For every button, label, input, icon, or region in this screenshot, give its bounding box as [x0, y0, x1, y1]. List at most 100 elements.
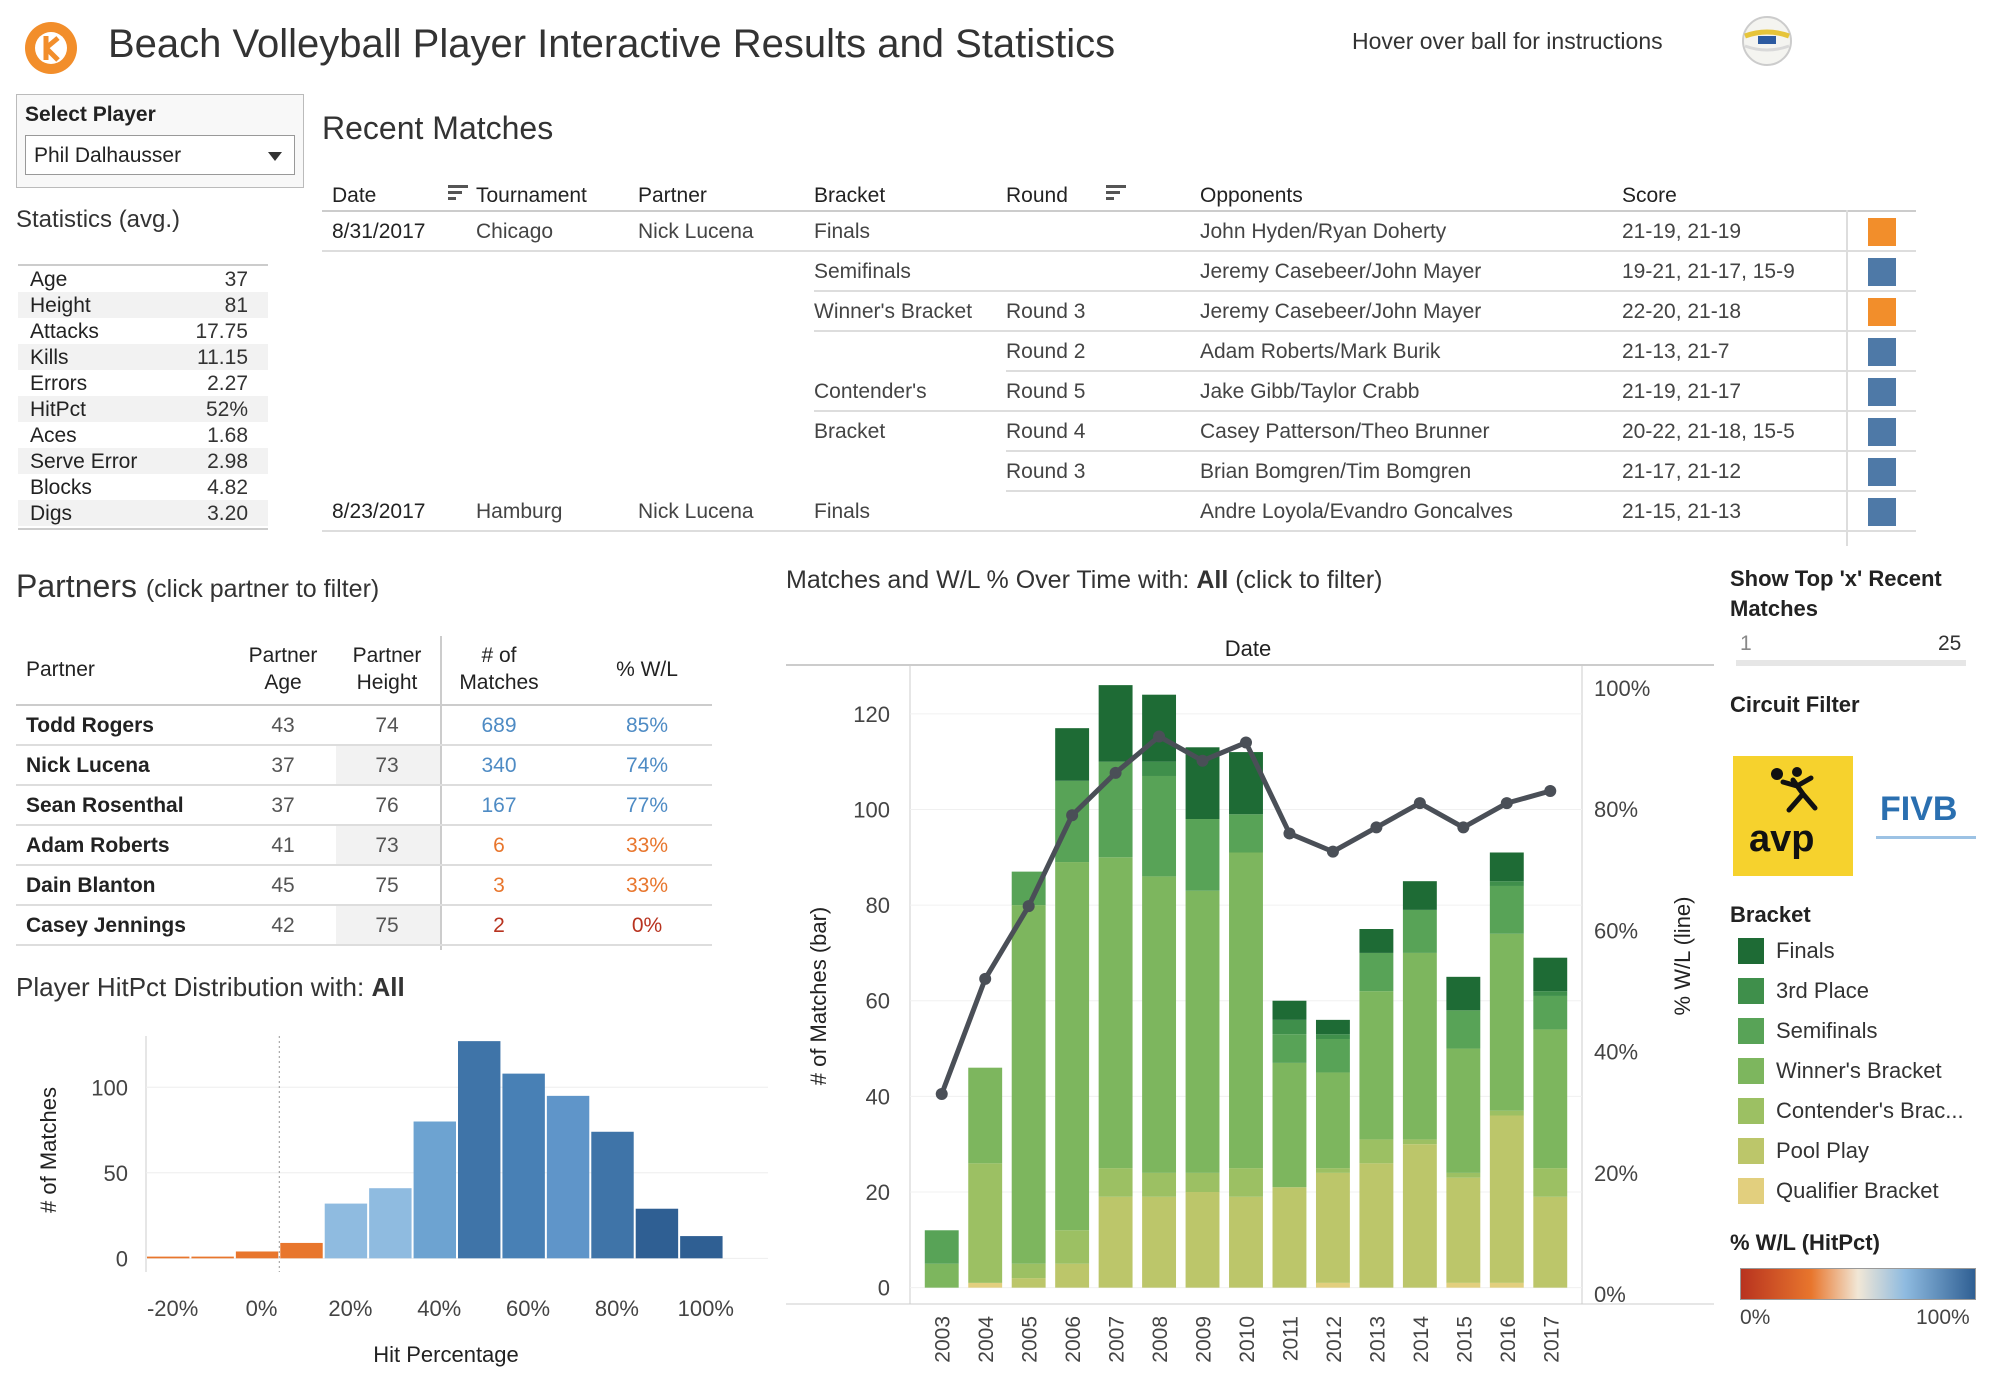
partners-header-matches[interactable]: # of Matches [459, 644, 539, 694]
hist-bar[interactable] [235, 1251, 279, 1259]
hist-bar[interactable] [680, 1236, 723, 1259]
wl-line-point[interactable] [1457, 821, 1470, 834]
timechart-bar-segment[interactable] [1055, 780, 1090, 863]
timechart-bar-segment[interactable] [1533, 957, 1568, 992]
hist-bar[interactable] [369, 1188, 412, 1259]
timechart-bar-segment[interactable] [1359, 929, 1394, 953]
hist-bar[interactable] [635, 1208, 679, 1259]
bracket-legend-item[interactable]: 3rd Place [1738, 976, 1998, 1010]
sort-date-icon[interactable] [448, 184, 470, 202]
avp-filter-button[interactable]: avp [1733, 756, 1853, 876]
timechart-bar-segment[interactable] [1142, 761, 1177, 776]
timechart-bar-segment[interactable] [1489, 933, 1524, 1111]
hitpct-histogram[interactable]: 0 50 100 -20% 0% 20% 40% 60% 80% 100% Hit Percenta… [16, 1010, 776, 1390]
bracket-legend-item[interactable]: Contender's Brac... [1738, 1096, 1998, 1130]
timechart-bar-segment[interactable] [1011, 1278, 1046, 1288]
timechart-bar-segment[interactable] [1098, 1168, 1133, 1197]
timechart-bar-segment[interactable] [1446, 1048, 1481, 1173]
column-header-bracket[interactable]: Bracket [814, 184, 886, 207]
partner-row[interactable]: Sean Rosenthal 37 76 167 77% [16, 786, 712, 826]
hist-bar[interactable] [280, 1242, 323, 1259]
wl-line-point[interactable] [1066, 809, 1079, 822]
timechart-bar-segment[interactable] [1402, 909, 1437, 953]
timechart-bar-segment[interactable] [1489, 1110, 1524, 1116]
timechart-bar-segment[interactable] [1489, 1115, 1524, 1283]
column-header-tournament[interactable]: Tournament [476, 184, 587, 207]
bracket-legend-item[interactable]: Winner's Bracket [1738, 1056, 1998, 1090]
timechart-bar-segment[interactable] [1533, 1196, 1568, 1288]
timechart-bar-segment[interactable] [1229, 852, 1263, 1169]
timechart-bar-segment[interactable] [1315, 1172, 1350, 1283]
timechart-bar-segment[interactable] [1402, 1144, 1437, 1288]
timechart-bar-segment[interactable] [1055, 1230, 1090, 1264]
column-header-round[interactable]: Round [1006, 184, 1068, 207]
timechart-bar-segment[interactable] [1272, 1019, 1307, 1035]
timechart-bar-segment[interactable] [1489, 881, 1524, 886]
timechart-bar-segment[interactable] [1185, 890, 1220, 1173]
hist-bar[interactable] [458, 1041, 501, 1259]
result-marker[interactable] [1868, 218, 1896, 246]
timechart-bar-segment[interactable] [1359, 1139, 1394, 1164]
timechart-bar-segment[interactable] [1142, 694, 1177, 762]
timechart-bar-segment[interactable] [1055, 862, 1090, 1231]
column-header-score[interactable]: Score [1622, 184, 1677, 207]
wl-line-point[interactable] [1022, 900, 1035, 913]
wl-line-point[interactable] [1370, 821, 1383, 834]
result-marker[interactable] [1868, 458, 1896, 486]
wl-line-point[interactable] [1326, 845, 1339, 858]
timechart-bar-segment[interactable] [1098, 1196, 1133, 1288]
timechart-bar-segment[interactable] [968, 1163, 1003, 1283]
timechart-bar-segment[interactable] [1185, 1172, 1220, 1193]
timechart-bar-segment[interactable] [1185, 819, 1220, 891]
partners-header-age[interactable]: Partner Age [248, 644, 318, 694]
timechart-bar-segment[interactable] [924, 1263, 959, 1288]
timechart-bar-segment[interactable] [1142, 1172, 1177, 1197]
timechart-bar-segment[interactable] [1533, 1029, 1568, 1169]
hist-bar[interactable] [147, 1256, 190, 1259]
wl-line-point[interactable] [1500, 797, 1513, 810]
wl-line-point[interactable] [1283, 827, 1296, 840]
timechart-bar-segment[interactable] [1142, 775, 1177, 877]
timechart-bar-segment[interactable] [1533, 995, 1568, 1030]
timechart-bar-segment[interactable] [1229, 752, 1263, 815]
timechart-bar-segment[interactable] [1489, 1282, 1524, 1288]
wl-line-point[interactable] [1109, 766, 1122, 779]
partner-row[interactable]: Todd Rogers 43 74 689 85% [16, 706, 712, 746]
wl-line-point[interactable] [935, 1088, 948, 1101]
timechart-bar-segment[interactable] [1098, 685, 1133, 762]
partners-header-partner[interactable]: Partner [26, 658, 95, 681]
timechart-bar-segment[interactable] [1359, 991, 1394, 1140]
partners-header-height[interactable]: Partner Height [352, 644, 422, 694]
sort-round-icon[interactable] [1106, 184, 1128, 202]
timechart-bar-segment[interactable] [1185, 1192, 1220, 1288]
column-header-partner[interactable]: Partner [638, 184, 707, 207]
bracket-legend-item[interactable]: Finals [1738, 936, 1998, 970]
bracket-legend-item[interactable]: Qualifier Bracket [1738, 1176, 1998, 1210]
column-header-date[interactable]: Date [332, 184, 377, 207]
volleyball-info-icon[interactable] [1740, 14, 1794, 68]
wl-line-point[interactable] [1413, 797, 1426, 810]
timechart-bar-segment[interactable] [1229, 1196, 1263, 1288]
timechart-bar-segment[interactable] [1489, 885, 1524, 934]
timechart-bar-segment[interactable] [1142, 876, 1177, 1173]
timechart-bar-segment[interactable] [1402, 1139, 1437, 1145]
timechart-bar-segment[interactable] [1446, 1172, 1481, 1178]
result-marker[interactable] [1868, 258, 1896, 286]
timechart-bar-segment[interactable] [1359, 952, 1394, 992]
timechart-bar-segment[interactable] [1446, 1282, 1481, 1288]
timechart-bar-segment[interactable] [1272, 1000, 1307, 1020]
timechart-bar-segment[interactable] [968, 1067, 1003, 1164]
column-header-opponents[interactable]: Opponents [1200, 184, 1303, 207]
hist-bar[interactable] [324, 1203, 368, 1259]
hist-bar[interactable] [502, 1073, 545, 1259]
timechart-bar-segment[interactable] [1229, 814, 1263, 853]
top-x-slider[interactable] [1736, 660, 1966, 666]
wl-line-point[interactable] [1153, 730, 1166, 743]
player-dropdown[interactable]: Phil Dalhausser [25, 135, 295, 175]
timechart-bar-segment[interactable] [1055, 728, 1090, 781]
timechart-bar-segment[interactable] [1272, 1062, 1307, 1188]
timechart-bar-segment[interactable] [1446, 976, 1481, 1011]
timechart-bar-segment[interactable] [1446, 1010, 1481, 1049]
timechart-bar-segment[interactable] [1315, 1019, 1350, 1035]
partner-row[interactable]: Dain Blanton 45 75 3 33% [16, 866, 712, 906]
